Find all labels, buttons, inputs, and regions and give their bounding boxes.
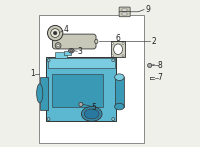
- Ellipse shape: [81, 107, 102, 121]
- Ellipse shape: [70, 50, 73, 52]
- Circle shape: [48, 25, 63, 41]
- Text: 2: 2: [151, 37, 156, 46]
- FancyBboxPatch shape: [119, 7, 130, 12]
- FancyBboxPatch shape: [119, 11, 130, 17]
- Text: 4: 4: [64, 25, 69, 34]
- Bar: [115, 77, 124, 107]
- Circle shape: [51, 29, 60, 37]
- Bar: [40, 77, 48, 110]
- Circle shape: [122, 55, 124, 57]
- Text: 6: 6: [115, 34, 120, 44]
- Ellipse shape: [37, 84, 43, 103]
- Ellipse shape: [115, 74, 124, 81]
- Bar: [46, 57, 116, 121]
- Circle shape: [112, 118, 115, 121]
- Circle shape: [111, 42, 114, 44]
- Polygon shape: [52, 40, 58, 44]
- Bar: [122, 13, 127, 15]
- Text: 7: 7: [158, 73, 162, 82]
- Text: 3: 3: [78, 47, 83, 56]
- Text: 8: 8: [158, 61, 162, 70]
- Bar: [55, 52, 67, 58]
- Bar: [122, 9, 127, 11]
- Circle shape: [47, 59, 50, 62]
- Circle shape: [55, 43, 61, 49]
- Circle shape: [122, 42, 124, 44]
- Ellipse shape: [95, 39, 98, 44]
- Circle shape: [57, 44, 59, 47]
- Ellipse shape: [114, 44, 122, 55]
- Circle shape: [53, 31, 57, 35]
- Bar: [39, 15, 144, 143]
- Circle shape: [47, 118, 50, 121]
- Ellipse shape: [84, 109, 99, 119]
- Circle shape: [148, 63, 152, 67]
- Text: 5: 5: [91, 102, 96, 112]
- Bar: [52, 74, 103, 107]
- Text: 9: 9: [145, 5, 150, 14]
- FancyBboxPatch shape: [53, 34, 96, 49]
- Bar: [64, 51, 71, 55]
- Circle shape: [111, 55, 114, 57]
- Bar: [111, 41, 125, 57]
- Text: 1: 1: [30, 69, 34, 78]
- Circle shape: [112, 59, 115, 62]
- Ellipse shape: [115, 103, 124, 110]
- Ellipse shape: [69, 49, 74, 53]
- Circle shape: [79, 102, 83, 106]
- Bar: [48, 58, 115, 68]
